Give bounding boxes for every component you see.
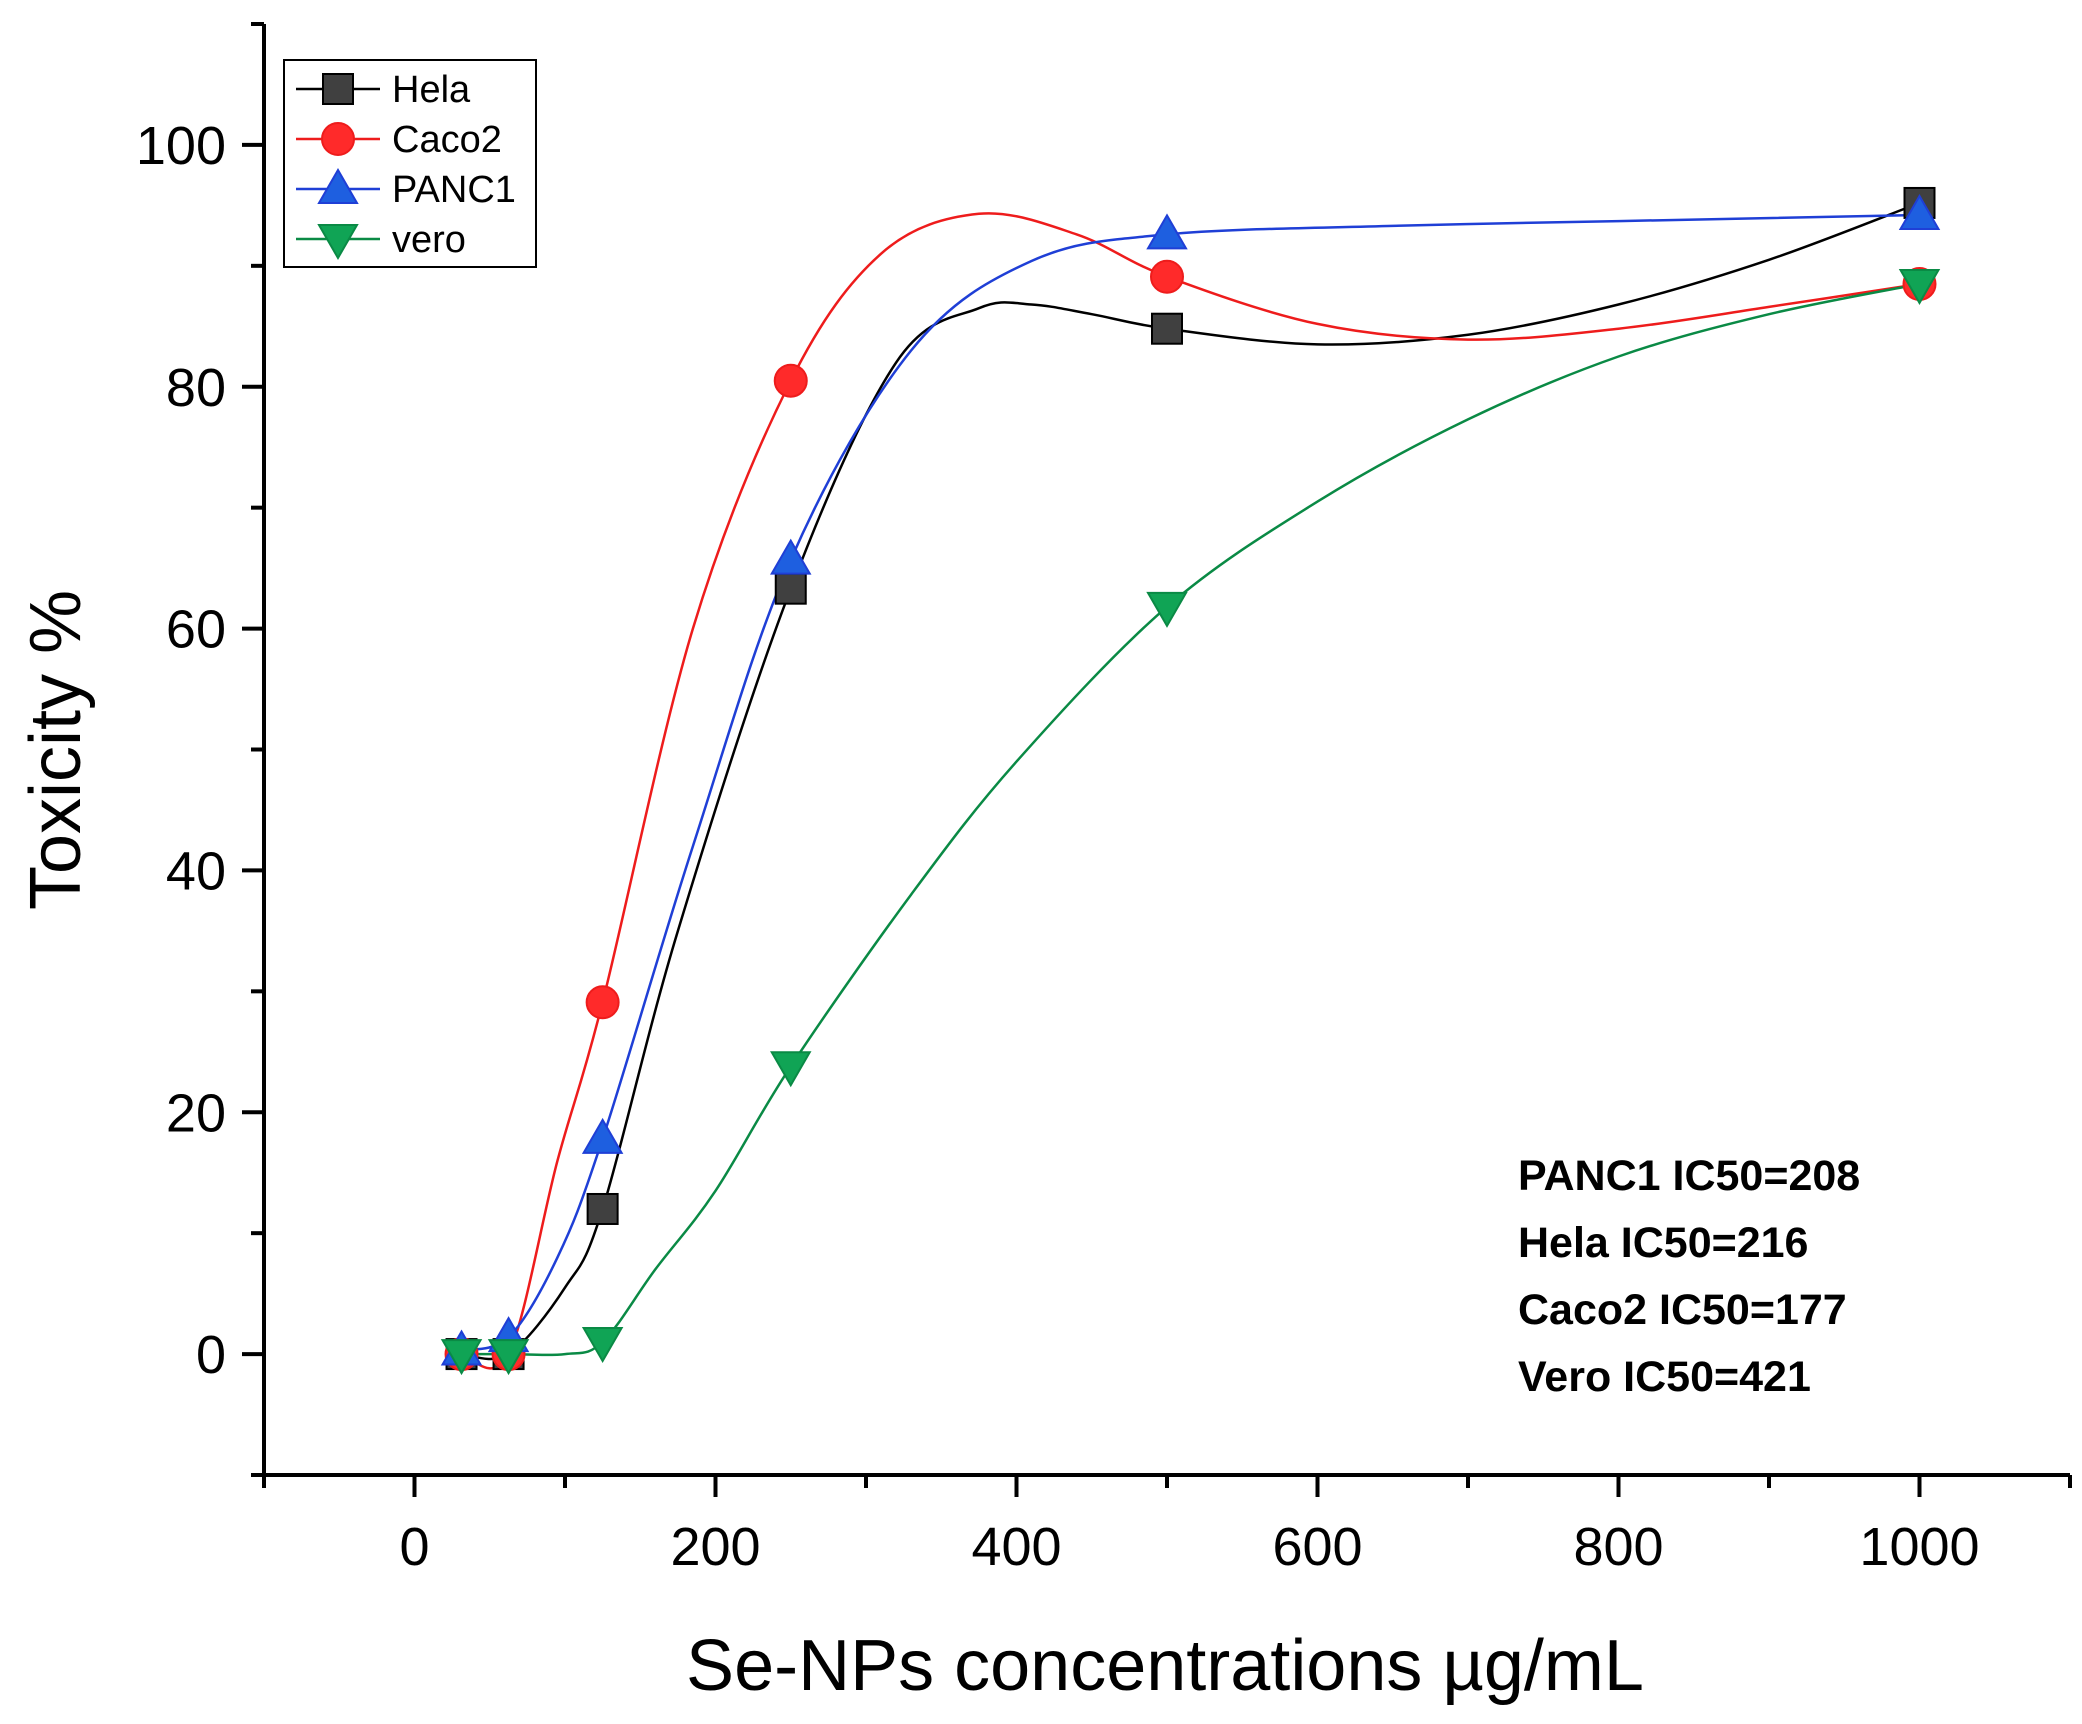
legend-marker-panc1 [317, 167, 359, 204]
axes: 0 200 400 600 800 1000 0 20 40 60 80 100 [136, 22, 2072, 1577]
x-tick-label: 600 [1272, 1517, 1362, 1577]
x-tick-label: 0 [399, 1517, 429, 1577]
data-point-vero [770, 1051, 812, 1088]
y-axis-title: Toxicity % [16, 590, 96, 910]
legend-label-hela: Hela [392, 69, 471, 111]
data-point-caco2 [1150, 259, 1184, 294]
series-line-panc1 [461, 213, 1920, 1352]
data-point-panc1 [770, 538, 812, 575]
y-tick-label: 60 [166, 600, 226, 660]
legend: Hela Caco2 PANC1 vero [283, 59, 537, 268]
x-tick-label: 400 [971, 1517, 1061, 1577]
series-line-caco2 [461, 212, 1920, 1370]
y-tick-label: 80 [166, 358, 226, 418]
legend-marker-vero [317, 224, 359, 261]
data-point-hela [774, 572, 807, 605]
legend-marker-hela [322, 73, 354, 105]
data-point-panc1 [1146, 213, 1188, 250]
data-point-panc1 [581, 1117, 624, 1154]
legend-label-caco2: Caco2 [392, 119, 502, 161]
ic50-annotation: PANC1 IC50=208 [1518, 1152, 1860, 1200]
y-tick-label: 0 [196, 1325, 226, 1385]
ic50-annotation: Caco2 IC50=177 [1518, 1286, 1847, 1334]
legend-label-vero: vero [392, 219, 466, 261]
legend-label-panc1: PANC1 [392, 169, 516, 211]
data-point-vero [1146, 591, 1188, 628]
data-point-caco2 [585, 985, 620, 1020]
ic50-annotation: Hela IC50=216 [1518, 1219, 1808, 1267]
data-point-panc1 [1898, 194, 1941, 231]
x-tick-label: 200 [670, 1517, 760, 1577]
series-markers [440, 186, 1941, 1376]
data-point-vero [581, 1326, 624, 1363]
data-point-vero [487, 1339, 530, 1376]
x-tick-label: 1000 [1859, 1517, 1979, 1577]
y-tick-label: 100 [136, 116, 226, 176]
y-tick-label: 40 [166, 841, 226, 901]
x-axis-title: Se-NPs concentrations µg/mL [686, 1626, 1644, 1706]
ic50-annotation: Vero IC50=421 [1518, 1353, 1811, 1401]
data-point-vero [1898, 268, 1941, 305]
x-tick-label: 800 [1573, 1517, 1663, 1577]
data-point-vero [440, 1339, 483, 1376]
legend-marker-caco2 [321, 122, 355, 156]
ic50-annotations: PANC1 IC50=208 Hela IC50=216 Caco2 IC50=17… [1518, 1152, 1860, 1401]
data-point-hela [586, 1192, 619, 1225]
data-point-hela [1151, 312, 1183, 345]
y-tick-label: 20 [166, 1083, 226, 1143]
data-point-caco2 [773, 363, 808, 398]
